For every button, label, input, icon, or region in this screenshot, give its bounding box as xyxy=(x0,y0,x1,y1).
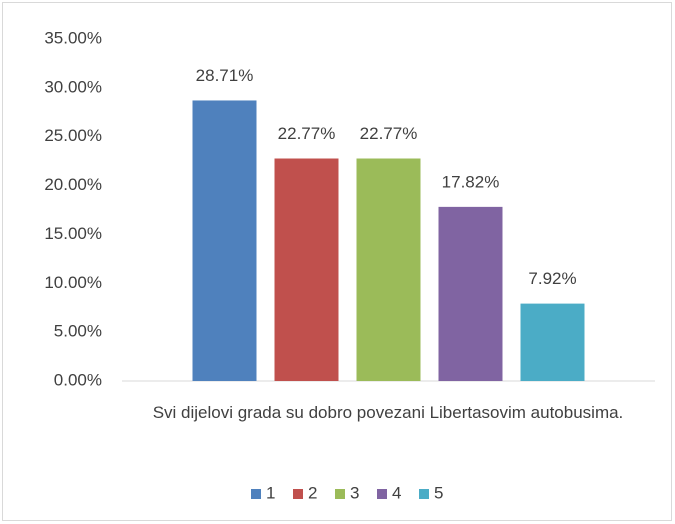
bar xyxy=(438,206,503,381)
data-label: 28.71% xyxy=(196,66,254,85)
data-label: 22.77% xyxy=(360,124,418,143)
bar xyxy=(274,158,339,381)
y-tick-label: 15.00% xyxy=(44,224,102,243)
legend-swatch xyxy=(419,489,429,499)
y-tick-label: 25.00% xyxy=(44,126,102,145)
category-label: Svi dijelovi grada su dobro povezani Lib… xyxy=(152,403,624,422)
bar xyxy=(356,158,421,381)
data-label: 17.82% xyxy=(442,172,500,191)
legend-label: 1 xyxy=(266,483,275,502)
y-tick-label: 5.00% xyxy=(54,322,102,341)
legend-label: 3 xyxy=(350,483,359,502)
y-tick-label: 20.00% xyxy=(44,175,102,194)
legend-swatch xyxy=(335,489,345,499)
bar xyxy=(192,100,257,382)
data-label: 22.77% xyxy=(278,124,336,143)
y-tick-label: 35.00% xyxy=(44,28,102,47)
legend-swatch xyxy=(251,489,261,499)
legend-swatch xyxy=(377,489,387,499)
legend-label: 2 xyxy=(308,483,317,502)
legend-label: 5 xyxy=(434,483,443,502)
legend-label: 4 xyxy=(392,483,401,502)
data-label: 7.92% xyxy=(528,269,576,288)
legend-swatch xyxy=(293,489,303,499)
y-tick-label: 30.00% xyxy=(44,77,102,96)
y-tick-label: 0.00% xyxy=(54,370,102,389)
y-tick-label: 10.00% xyxy=(44,273,102,292)
bar xyxy=(520,303,585,381)
